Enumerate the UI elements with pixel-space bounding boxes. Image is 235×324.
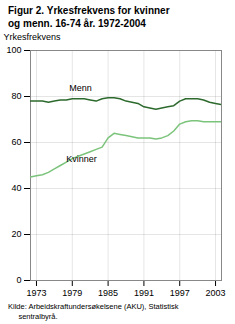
svg-text:Yrkesfrekvens: Yrkesfrekvens [4,32,62,42]
svg-text:1991: 1991 [134,288,154,298]
svg-text:1997: 1997 [170,288,190,298]
svg-text:1979: 1979 [62,288,82,298]
svg-text:Kvinner: Kvinner [66,154,97,164]
svg-text:60: 60 [11,137,21,147]
svg-text:20: 20 [11,229,21,239]
svg-text:80: 80 [11,91,21,101]
html-text:Kilde: Arbeidskraftundersøkels: Kilde: Arbeidskraftundersøkelsene (AKU),… [8,302,179,321]
svg-text:100: 100 [6,45,21,55]
svg-text:1985: 1985 [98,288,118,298]
html-text:Figur 2. Yrkesfrekvens for kvi: Figur 2. Yrkesfrekvens for kvinner og me… [8,5,170,29]
svg-text:0: 0 [16,275,21,285]
svg-text:2003: 2003 [206,288,226,298]
svg-text:Menn: Menn [69,83,92,93]
svg-text:40: 40 [11,183,21,193]
svg-text:1973: 1973 [26,288,46,298]
